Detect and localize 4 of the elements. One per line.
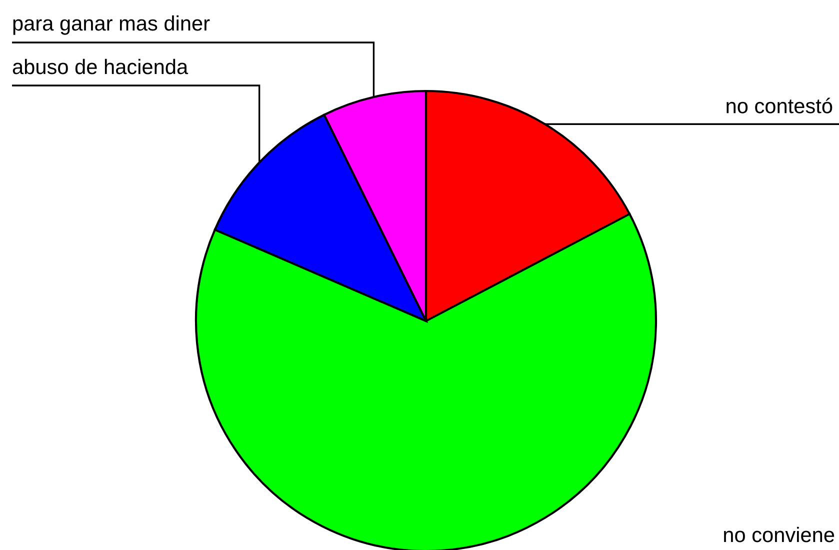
slice-label: no conviene — [724, 526, 834, 542]
slice-label: no contestó — [726, 98, 832, 114]
slice-label: para ganar mas diner — [13, 15, 210, 35]
slice-label: abuso de hacienda — [12, 58, 188, 74]
